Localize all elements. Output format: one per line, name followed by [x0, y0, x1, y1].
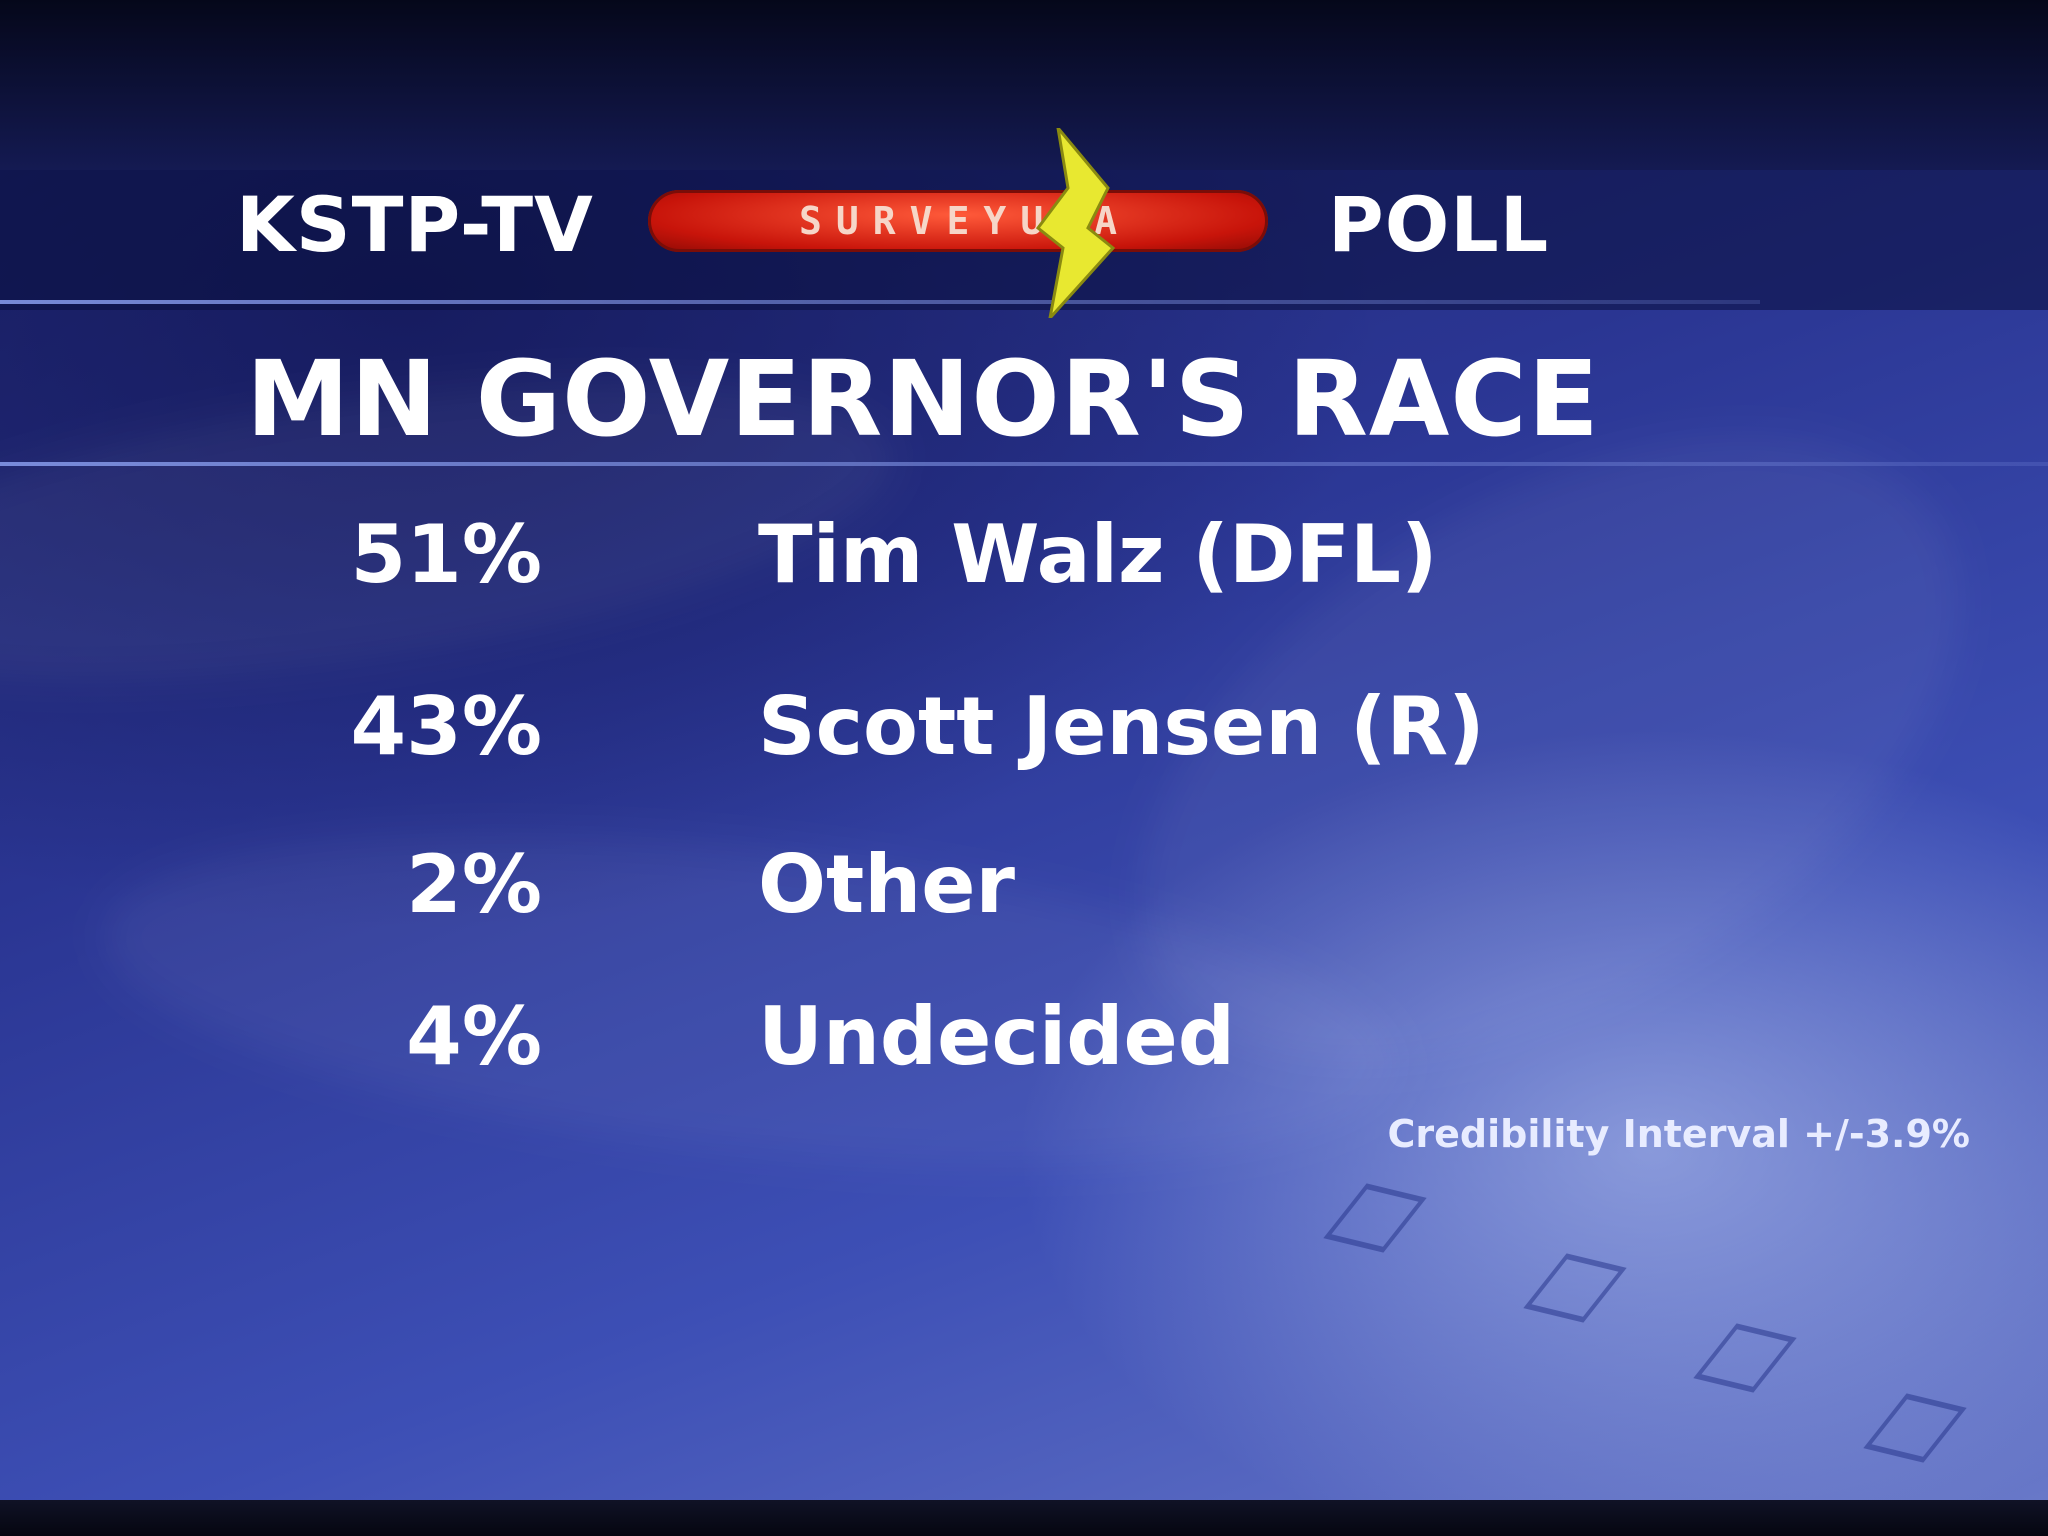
star-bolt-icon	[1035, 128, 1116, 318]
result-percent: 51%	[350, 508, 542, 601]
result-candidate: Undecided	[758, 990, 1236, 1083]
top-band	[0, 0, 2048, 170]
screen-bezel	[0, 1500, 2048, 1536]
surveyusa-logo: SURVEYUSA	[648, 128, 1288, 318]
ballot-checkbox-decoration	[1323, 1183, 1427, 1253]
header-divider	[0, 300, 1760, 304]
title-divider	[0, 462, 2048, 466]
broadcast-graphic: KSTP-TV SURVEYUSA POLL MN GOVERNOR'S RAC…	[0, 0, 2048, 1500]
result-percent: 4%	[406, 990, 542, 1083]
station-name: KSTP-TV	[236, 180, 594, 269]
credibility-interval-note: Credibility Interval +/-3.9%	[1387, 1112, 1971, 1156]
result-candidate: Other	[758, 838, 1015, 931]
ballot-checkbox-decoration	[1863, 1393, 1967, 1463]
ballot-checkbox-decoration	[1523, 1253, 1627, 1323]
ballot-checkbox-decoration	[1693, 1323, 1797, 1393]
page-title: MN GOVERNOR'S RACE	[246, 338, 1600, 460]
poll-label: POLL	[1328, 180, 1550, 269]
logo-pill: SURVEYUSA	[648, 190, 1268, 252]
result-percent: 43%	[350, 680, 542, 773]
result-candidate: Scott Jensen (R)	[758, 680, 1485, 773]
result-percent: 2%	[406, 838, 542, 931]
result-candidate: Tim Walz (DFL)	[758, 508, 1438, 601]
